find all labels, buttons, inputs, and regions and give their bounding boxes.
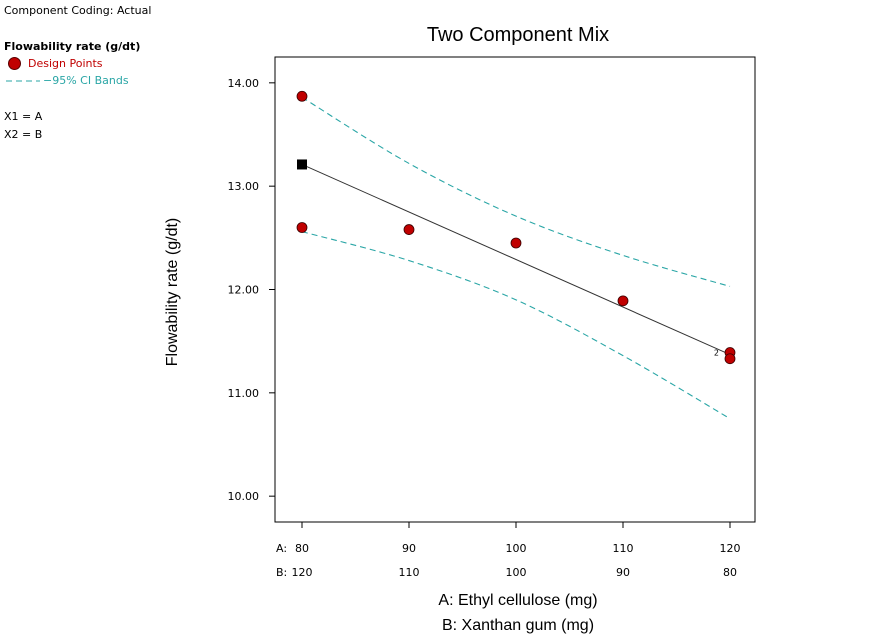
x-tick-label-a: 90 (402, 542, 416, 555)
x-axis-label-a: A: Ethyl cellulose (mg) (438, 592, 597, 609)
x-axis-prefix-b: B: (276, 566, 287, 579)
dashed-line-icon (6, 80, 40, 81)
design-point (617, 295, 629, 307)
legend-design-points-label: Design Points (28, 57, 103, 70)
y-tick-label: 10.00 (228, 490, 260, 503)
y-tick-label: 14.00 (228, 77, 260, 90)
x-tick-label-a: 80 (295, 542, 309, 555)
x-axis-prefix-a: A: (276, 542, 287, 555)
x-tick-label-a: 120 (720, 542, 741, 555)
design-point (510, 237, 522, 249)
x-axis-label-b: B: Xanthan gum (mg) (442, 617, 594, 634)
ci-upper-band (301, 96, 731, 287)
ci-lower-band (301, 231, 731, 420)
x-tick-label-b: 80 (723, 566, 737, 579)
fit-line (301, 164, 731, 356)
x-tick-label-a: 100 (506, 542, 527, 555)
y-axis-label: Flowability rate (g/dt) (164, 218, 181, 367)
design-point-legend-icon (8, 57, 21, 70)
factor-x1: X1 = A (4, 110, 43, 123)
x-tick-label-b: 100 (506, 566, 527, 579)
legend-ci-bands: − 95% CI Bands (6, 74, 129, 87)
legend-design-points: Design Points (8, 57, 103, 70)
component-coding-label: Component Coding: Actual (4, 4, 152, 17)
design-point (403, 224, 415, 235)
factor-x2: X2 = B (4, 128, 43, 141)
legend-ci-label: 95% CI Bands (52, 74, 129, 87)
duplicate-count-label: 2 (714, 349, 719, 358)
y-tick-label: 11.00 (228, 387, 260, 400)
legend-response-title: Flowability rate (g/dt) (4, 40, 141, 53)
legend-ci-prefix: − (43, 74, 53, 87)
design-point (296, 90, 308, 102)
x-tick-label-b: 120 (292, 566, 313, 579)
y-tick-label: 13.00 (228, 180, 260, 193)
chart-title: Two Component Mix (427, 24, 609, 46)
y-tick-label: 12.00 (228, 284, 260, 297)
prediction-point (297, 159, 307, 170)
design-point (724, 353, 736, 365)
design-point (296, 222, 308, 233)
x-tick-label-a: 110 (613, 542, 634, 555)
plot-frame (274, 56, 756, 523)
x-tick-label-b: 110 (399, 566, 420, 579)
x-tick-label-b: 90 (616, 566, 630, 579)
